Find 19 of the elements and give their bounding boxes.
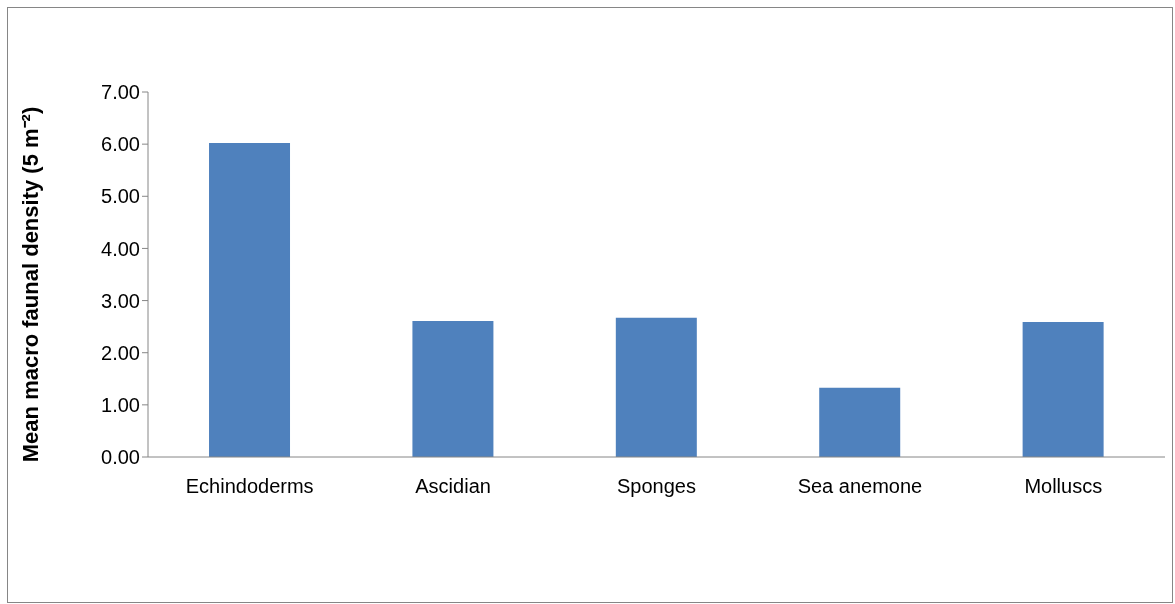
bar xyxy=(209,143,291,457)
x-tick-label: Sponges xyxy=(617,475,696,498)
bar xyxy=(1022,321,1104,457)
bar xyxy=(615,317,697,457)
y-tick-label: 5.00 xyxy=(101,185,140,208)
y-tick-label: 3.00 xyxy=(101,289,140,312)
x-tick-label: Molluscs xyxy=(1024,475,1103,498)
y-tick-label: 6.00 xyxy=(101,133,140,156)
y-tick-label: 2.00 xyxy=(101,341,140,364)
bar xyxy=(412,320,494,457)
x-tick-label: Sea anemone xyxy=(797,475,923,498)
bar xyxy=(819,387,901,457)
x-tick-label: Ascidian xyxy=(415,475,491,498)
y-tick-label: 0.00 xyxy=(101,446,140,469)
y-tick-label: 4.00 xyxy=(101,237,140,260)
y-axis-title: Mean macro faunal density (5 m⁻²) xyxy=(17,106,43,463)
y-tick-label: 1.00 xyxy=(101,393,140,416)
x-tick-label: Echindoderms xyxy=(185,475,314,498)
y-tick-label: 7.00 xyxy=(101,81,140,104)
